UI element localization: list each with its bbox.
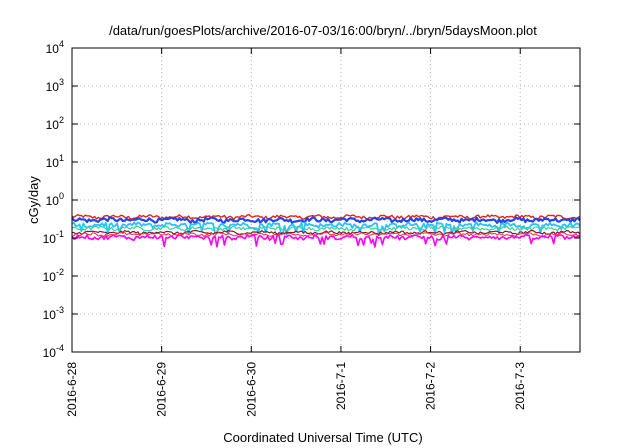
y-tick-label: 10-2	[43, 267, 64, 284]
x-tick-label: 2016-6-28	[65, 362, 79, 417]
series-line	[71, 225, 581, 232]
chart-title: /data/run/goesPlots/archive/2016-07-03/1…	[109, 23, 537, 38]
y-axis-ticks: 10-4 10-3 10-2 10-1 100 101 102 103 104	[43, 39, 580, 360]
x-tick-label: 2016-6-29	[155, 362, 169, 417]
x-tick-label: 2016-7-2	[424, 362, 438, 410]
y-tick-label: 10-3	[43, 305, 64, 322]
y-axis-title: cGy/day	[26, 176, 41, 224]
x-tick-label: 2016-6-30	[244, 362, 258, 417]
x-axis-title: Coordinated Universal Time (UTC)	[223, 430, 422, 445]
series-group	[71, 213, 581, 248]
y-tick-label: 102	[46, 115, 64, 132]
x-axis-ticks: 2016-6-28 2016-6-29 2016-6-30 2016-7-1 2016-…	[65, 48, 527, 417]
series-line	[71, 234, 581, 248]
grid-lines	[71, 48, 580, 352]
y-tick-label: 101	[46, 153, 64, 170]
series-line	[71, 216, 581, 224]
y-tick-label: 104	[46, 39, 64, 56]
series-line	[71, 229, 581, 236]
y-tick-label: 103	[46, 77, 64, 94]
y-tick-label: 10-1	[43, 229, 64, 246]
y-tick-label: 10-4	[43, 343, 64, 360]
y-tick-label: 100	[46, 191, 64, 208]
series-line	[71, 231, 581, 238]
series-line	[71, 221, 581, 236]
x-tick-label: 2016-7-1	[334, 362, 348, 410]
x-tick-label: 2016-7-3	[513, 362, 527, 410]
series-line	[71, 213, 581, 221]
